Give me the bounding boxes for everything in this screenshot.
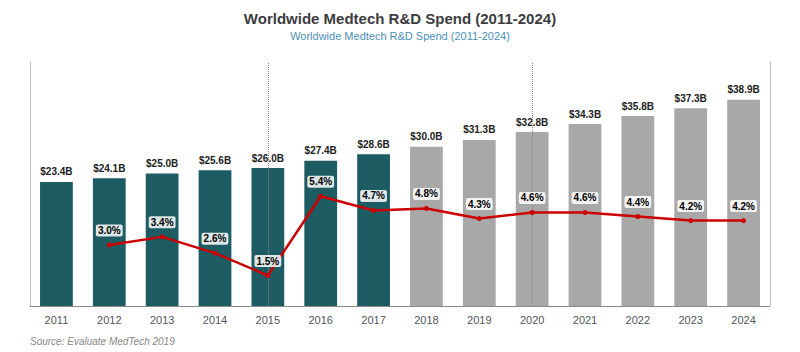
svg-text:$23.4B: $23.4B bbox=[40, 166, 72, 177]
svg-text:Source: Evaluate MedTech 2019: Source: Evaluate MedTech 2019 bbox=[30, 336, 175, 347]
svg-text:2017: 2017 bbox=[361, 314, 385, 326]
svg-text:$26.0B: $26.0B bbox=[252, 153, 284, 164]
svg-text:$30.0B: $30.0B bbox=[410, 131, 442, 142]
svg-text:4.4%: 4.4% bbox=[626, 197, 649, 208]
svg-text:$37.3B: $37.3B bbox=[675, 93, 707, 104]
svg-text:$28.6B: $28.6B bbox=[357, 139, 389, 150]
svg-text:$35.8B: $35.8B bbox=[622, 101, 654, 112]
svg-text:$24.1B: $24.1B bbox=[93, 163, 125, 174]
svg-text:Worldwide Medtech R&D Spend (2: Worldwide Medtech R&D Spend (2011-2024) bbox=[244, 10, 556, 27]
svg-text:$27.4B: $27.4B bbox=[305, 145, 337, 156]
svg-text:2018: 2018 bbox=[414, 314, 438, 326]
svg-text:2022: 2022 bbox=[626, 314, 650, 326]
svg-text:$31.3B: $31.3B bbox=[463, 124, 495, 135]
svg-text:4.7%: 4.7% bbox=[362, 190, 385, 201]
svg-text:2020: 2020 bbox=[520, 314, 544, 326]
svg-text:2019: 2019 bbox=[467, 314, 491, 326]
svg-text:3.0%: 3.0% bbox=[98, 225, 121, 236]
svg-text:1.5%: 1.5% bbox=[256, 256, 279, 267]
svg-text:$34.3B: $34.3B bbox=[569, 109, 601, 120]
svg-text:$25.6B: $25.6B bbox=[199, 155, 231, 166]
svg-text:2023: 2023 bbox=[678, 314, 702, 326]
svg-text:2016: 2016 bbox=[308, 314, 332, 326]
svg-text:$32.8B: $32.8B bbox=[516, 116, 549, 128]
svg-text:4.6%: 4.6% bbox=[574, 192, 597, 203]
svg-text:3.4%: 3.4% bbox=[151, 217, 174, 228]
svg-text:2015: 2015 bbox=[256, 314, 280, 326]
svg-text:2024: 2024 bbox=[731, 314, 755, 326]
svg-text:4.2%: 4.2% bbox=[679, 201, 702, 212]
svg-text:4.8%: 4.8% bbox=[415, 188, 438, 199]
svg-text:2021: 2021 bbox=[573, 314, 597, 326]
svg-text:5.4%: 5.4% bbox=[309, 176, 332, 187]
svg-text:$25.0B: $25.0B bbox=[146, 158, 178, 169]
svg-text:2012: 2012 bbox=[97, 314, 121, 326]
svg-text:2.6%: 2.6% bbox=[204, 233, 227, 244]
svg-text:2011: 2011 bbox=[45, 314, 69, 326]
svg-text:$38.9B: $38.9B bbox=[727, 84, 759, 95]
svg-text:4.2%: 4.2% bbox=[732, 201, 755, 212]
svg-text:4.6%: 4.6% bbox=[521, 192, 544, 203]
svg-text:2014: 2014 bbox=[203, 314, 227, 326]
svg-text:2013: 2013 bbox=[150, 314, 174, 326]
svg-text:4.3%: 4.3% bbox=[468, 199, 491, 210]
svg-text:Worldwide Medtech R&D Spend (2: Worldwide Medtech R&D Spend (2011-2024) bbox=[290, 30, 510, 42]
